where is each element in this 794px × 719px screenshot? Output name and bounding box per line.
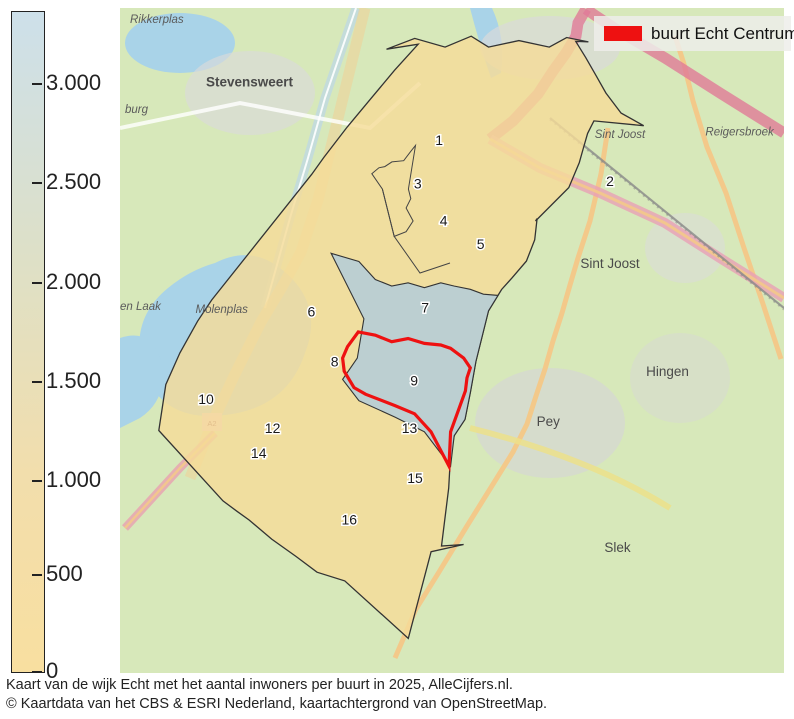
svg-text:burg: burg [125,104,149,116]
svg-text:16: 16 [342,511,358,527]
svg-text:6: 6 [308,303,316,319]
svg-text:Stevensweert: Stevensweert [206,75,294,90]
svg-text:12: 12 [265,420,281,436]
svg-text:7: 7 [421,300,429,316]
svg-text:Rikkerplas: Rikkerplas [130,14,184,26]
svg-text:3: 3 [414,176,422,192]
svg-text:Pey: Pey [537,414,561,429]
svg-text:4: 4 [440,213,448,229]
svg-text:Slek: Slek [604,540,631,555]
svg-text:5: 5 [477,236,485,252]
svg-text:1: 1 [435,132,443,148]
svg-text:en Laak: en Laak [120,301,162,313]
svg-text:Sint Joost: Sint Joost [595,129,646,141]
svg-text:9: 9 [410,373,418,389]
svg-text:2: 2 [606,173,614,189]
svg-text:13: 13 [402,420,418,436]
svg-text:10: 10 [198,391,214,407]
svg-text:Molenplas: Molenplas [195,304,248,316]
svg-text:Hingen: Hingen [646,364,689,379]
svg-text:Sint Joost: Sint Joost [580,256,640,271]
svg-text:8: 8 [331,353,339,369]
svg-text:14: 14 [251,445,267,461]
svg-text:15: 15 [407,470,423,486]
svg-text:Reigersbroek: Reigersbroek [705,127,775,139]
